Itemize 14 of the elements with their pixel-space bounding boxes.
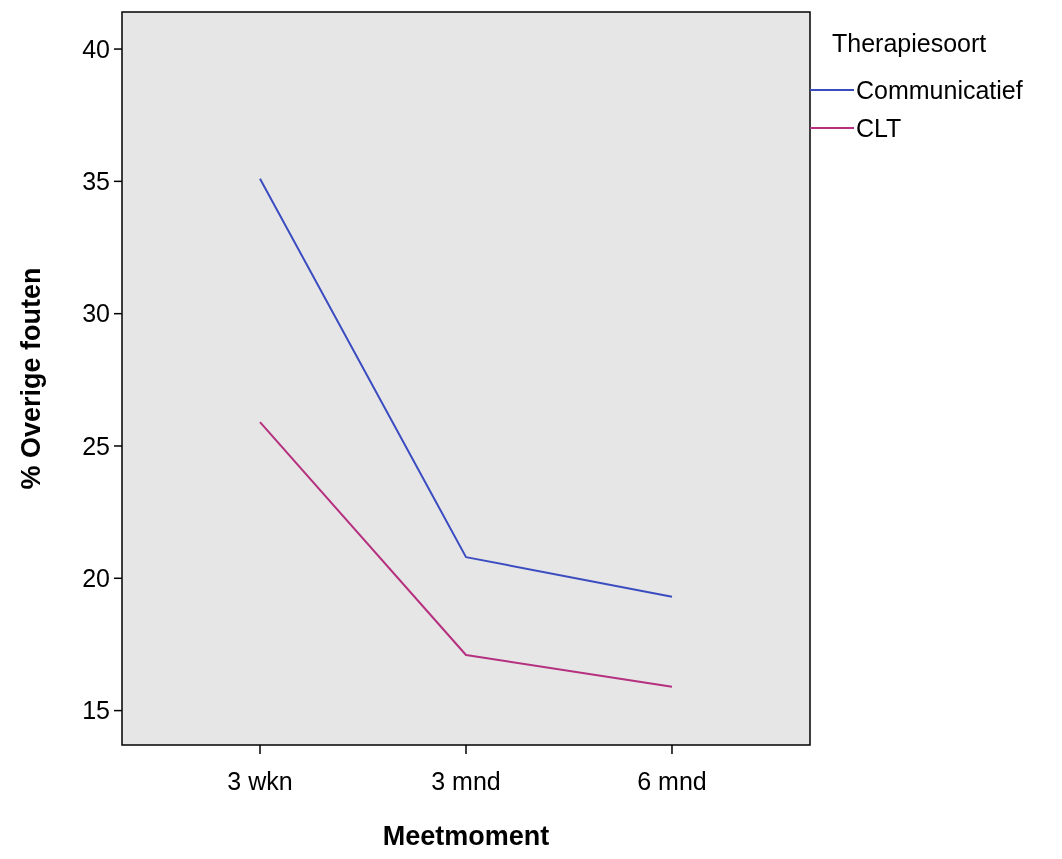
x-tick-label: 3 wkn	[227, 767, 293, 795]
y-tick-label: 20	[82, 564, 110, 593]
y-axis-title: % Overige fouten	[16, 267, 46, 490]
y-tick-label: 40	[82, 34, 110, 63]
x-tick-label: 6 mnd	[637, 767, 707, 795]
x-tick-label: 3 mnd	[431, 767, 501, 795]
legend-title: Therapiesoort	[832, 29, 987, 57]
y-tick-label: 25	[82, 431, 110, 460]
x-axis-title: Meetmoment	[382, 821, 550, 851]
legend-label: Communicatief	[856, 75, 1023, 104]
y-tick-label: 35	[82, 167, 110, 196]
y-tick-label: 30	[82, 299, 110, 328]
y-tick-label: 15	[82, 696, 110, 725]
legend-label: CLT	[856, 113, 902, 142]
